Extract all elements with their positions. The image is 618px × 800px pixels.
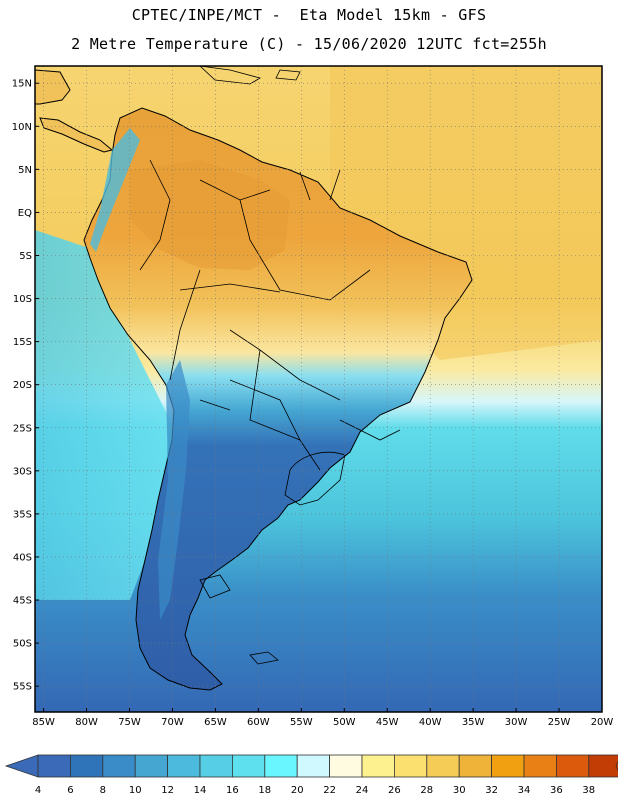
lat-tick-label: 20S xyxy=(13,380,32,391)
lat-tick-label: 15S xyxy=(13,337,32,348)
lon-tick-label: 35W xyxy=(462,717,485,728)
colorbar-label: 38 xyxy=(582,785,595,796)
lon-tick-label: 30W xyxy=(505,717,528,728)
colorbar-label: 32 xyxy=(485,785,498,796)
lat-tick-label: 5S xyxy=(19,251,32,262)
colorbar-swatch xyxy=(556,754,590,778)
colorbar-label: 4 xyxy=(35,785,41,796)
amazon-hot-patch xyxy=(130,160,290,270)
lon-tick-label: 55W xyxy=(290,717,313,728)
colorbar-label: 30 xyxy=(453,785,466,796)
longitude-labels: 85W 80W 75W 70W 65W 60W 55W 50W 45W 40W 35W 30W 25W 2… xyxy=(32,708,613,728)
colorbar-swatch xyxy=(102,754,136,778)
colorbar-swatch xyxy=(296,754,331,778)
colorbar-label: 22 xyxy=(323,785,336,796)
lon-tick-label: 75W xyxy=(118,717,141,728)
colorbar-label: 18 xyxy=(258,785,271,796)
graticule xyxy=(35,66,602,712)
colorbar-label: 8 xyxy=(100,785,106,796)
colorbar-label: 16 xyxy=(226,785,239,796)
lon-tick-label: 50W xyxy=(333,717,356,728)
central-america-land xyxy=(35,69,114,153)
lon-tick-label: 65W xyxy=(204,717,227,728)
colorbar-label: 12 xyxy=(161,785,174,796)
lat-tick-label: EQ xyxy=(18,208,32,219)
lon-tick-label: 85W xyxy=(32,717,55,728)
lon-tick-label: 40W xyxy=(419,717,442,728)
map-frame xyxy=(34,65,603,713)
colorbar-swatch xyxy=(37,754,71,778)
colorbar-swatch xyxy=(167,754,201,778)
colorbar-swatch xyxy=(588,754,618,778)
lat-tick-label: 10S xyxy=(13,294,32,305)
pacific-cool-band xyxy=(35,230,170,600)
colorbar-label: 36 xyxy=(550,785,563,796)
colorbar-swatch xyxy=(231,754,266,778)
caribbean-islands xyxy=(199,66,301,85)
colorbar-swatch xyxy=(70,754,104,778)
map-title-line-2: 2 Metre Temperature (C) - 15/06/2020 12U… xyxy=(71,35,547,53)
colorbar-label: 6 xyxy=(67,785,73,796)
lat-tick-label: 40S xyxy=(13,552,32,563)
southern-andes-strip xyxy=(158,360,190,620)
colorbar-swatch xyxy=(523,754,557,778)
colorbar-swatch xyxy=(393,754,428,778)
lat-tick-label: 45S xyxy=(13,596,32,607)
lon-tick-label: 45W xyxy=(376,717,399,728)
colorbar-swatch xyxy=(329,754,363,778)
lat-tick-label: 50S xyxy=(13,639,32,650)
lon-tick-label: 80W xyxy=(75,717,98,728)
colorbar-swatch xyxy=(134,754,168,778)
lat-tick-label: 35S xyxy=(13,509,32,520)
lat-tick-label: 30S xyxy=(13,466,32,477)
colorbar-label: 24 xyxy=(356,785,369,796)
lat-tick-label: 25S xyxy=(13,423,32,434)
colorbar-label: 20 xyxy=(291,785,304,796)
country-borders xyxy=(139,159,401,665)
colorbar-swatch xyxy=(491,754,525,778)
colorbar-label: 26 xyxy=(388,785,401,796)
lon-tick-label: 70W xyxy=(161,717,184,728)
colorbar-swatch xyxy=(458,754,493,778)
lat-tick-label: 10N xyxy=(12,122,32,133)
colorbar-label: 10 xyxy=(129,785,142,796)
colorbar-swatch xyxy=(199,754,233,778)
colorbar-label: 14 xyxy=(194,785,207,796)
colorbar-swatch xyxy=(361,754,395,778)
colorbar-low-arrow xyxy=(4,754,39,778)
andes-cool-strip xyxy=(90,128,140,252)
lat-tick-label: 5N xyxy=(18,165,32,176)
lon-tick-label: 20W xyxy=(591,717,614,728)
latitude-labels: 15N 10N 5N EQ 5S 10S 15S 20S 25S 30S 35S 40S 45S 50S 5… xyxy=(12,79,39,693)
lat-tick-label: 55S xyxy=(13,682,32,693)
colorbar-label: 28 xyxy=(420,785,433,796)
map-title-line-1: CPTEC/INPE/MCT - Eta Model 15km - GFS xyxy=(131,6,487,24)
lon-tick-label: 60W xyxy=(247,717,270,728)
lat-tick-label: 15N xyxy=(12,79,32,90)
colorbar-label: 34 xyxy=(518,785,531,796)
lon-tick-label: 25W xyxy=(548,717,571,728)
colorbar-swatch xyxy=(426,754,460,778)
colorbar-swatch xyxy=(264,754,298,778)
